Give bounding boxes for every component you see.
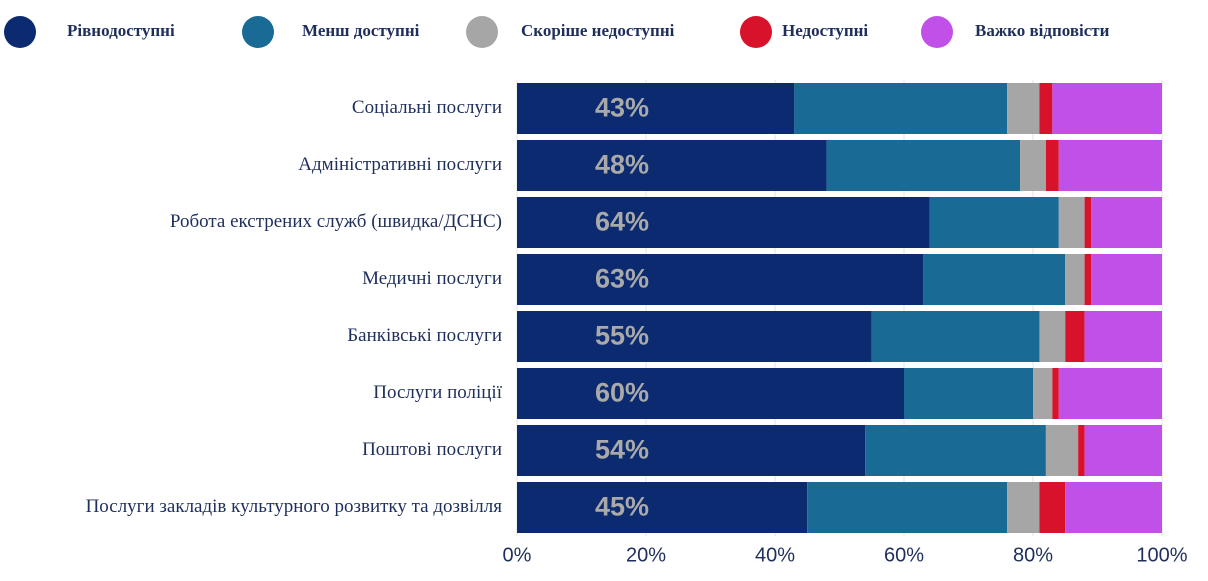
bar-segment (517, 140, 827, 191)
bar-segment (517, 368, 904, 419)
x-tick-label: 80% (1013, 544, 1053, 566)
value-label: 63% (595, 264, 649, 294)
bar-segment (923, 254, 1066, 305)
value-label: 54% (595, 435, 649, 465)
value-label: 48% (595, 150, 649, 180)
bar-segment (1020, 140, 1046, 191)
bar-segment (1058, 197, 1085, 248)
bar-segment (1058, 368, 1162, 419)
bar-segment (929, 197, 1059, 248)
bar-segment (1045, 140, 1059, 191)
value-label: 45% (595, 492, 649, 522)
bar-segment (1091, 254, 1162, 305)
bar-segment (1039, 311, 1066, 362)
value-label: 55% (595, 321, 649, 351)
bar-segment (517, 482, 808, 533)
bar-segment (1065, 254, 1085, 305)
x-tick-label: 0% (503, 544, 532, 566)
bar-segment (517, 254, 924, 305)
bar-segment (1052, 368, 1059, 419)
x-tick-label: 40% (755, 544, 795, 566)
bar-segment (826, 140, 1021, 191)
category-label: Медичні послуги (362, 268, 502, 289)
bar-segment (1007, 482, 1040, 533)
bar-segment (904, 368, 1033, 419)
bar-segment (1039, 83, 1053, 134)
x-tick-label: 100% (1136, 544, 1187, 566)
bar-segment (794, 83, 1008, 134)
legend-label: Рівнодоступні (67, 21, 175, 40)
legend-label: Менш доступні (302, 21, 420, 40)
legend-marker (740, 16, 772, 48)
bar-segment (1007, 83, 1040, 134)
bar-segment (807, 482, 1008, 533)
category-label: Послуги поліції (373, 382, 502, 403)
bar-segment (517, 425, 866, 476)
category-label: Соціальні послуги (352, 97, 502, 118)
bar-segment (871, 311, 1040, 362)
legend-label: Скоріше недоступні (521, 21, 675, 40)
category-label: Послуги закладів культурного розвитку та… (86, 496, 503, 517)
value-label: 64% (595, 207, 649, 237)
category-label: Поштові послуги (362, 439, 502, 460)
bar-segment (1078, 425, 1085, 476)
bar-segment (517, 83, 795, 134)
category-label: Банківські послуги (347, 325, 502, 346)
legend-marker (242, 16, 274, 48)
bar-segment (1084, 197, 1092, 248)
bar-segment (1052, 83, 1162, 134)
bar-segment (1065, 482, 1162, 533)
legend-label: Важко відповісти (975, 21, 1110, 40)
bar-segment (865, 425, 1046, 476)
bar-segment (517, 197, 930, 248)
legend-marker (921, 16, 953, 48)
x-tick-label: 60% (884, 544, 924, 566)
category-label: Робота екстрених служб (швидка/ДСНС) (170, 211, 502, 232)
category-label: Адміністративні послуги (298, 154, 502, 175)
legend-marker (4, 16, 36, 48)
bar-segment (1045, 425, 1079, 476)
value-label: 60% (595, 378, 649, 408)
bar-segment (1091, 197, 1162, 248)
bar-segment (517, 311, 872, 362)
bar-segment (1084, 254, 1092, 305)
legend-marker (466, 16, 498, 48)
bar-segment (1065, 311, 1085, 362)
bar-segment (1084, 425, 1162, 476)
legend-label: Недоступні (782, 21, 868, 40)
value-label: 43% (595, 93, 649, 123)
bar-segment (1084, 311, 1162, 362)
bar-segment (1039, 482, 1066, 533)
bar-segment (1058, 140, 1162, 191)
x-tick-label: 20% (626, 544, 666, 566)
bar-segment (1033, 368, 1053, 419)
